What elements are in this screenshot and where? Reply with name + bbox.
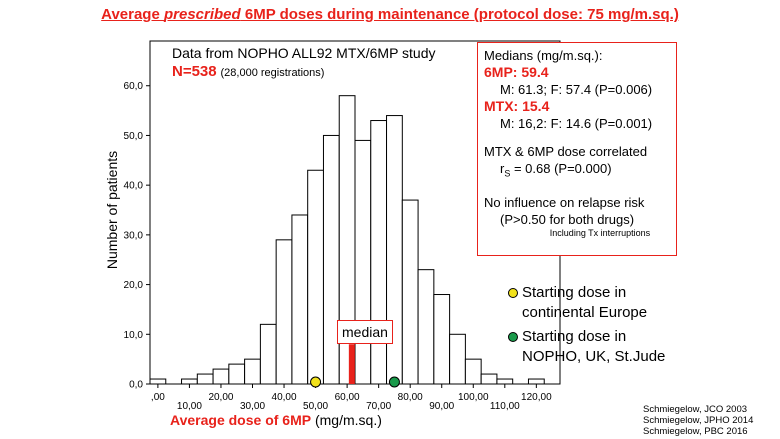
x-tick-label: 90,00 <box>429 401 454 412</box>
y-tick-label: 10,0 <box>124 330 144 341</box>
source-study: Data from NOPHO ALL92 MTX/6MP study <box>172 45 436 61</box>
mp-detail: M: 61.3; F: 57.4 (P=0.006) <box>500 82 653 97</box>
histogram-bar <box>244 358 261 385</box>
x-tick-label: 30,00 <box>240 401 265 412</box>
x-tick-label: 10,00 <box>177 401 202 412</box>
x-axis-label: Average dose of 6MP (mg/m.sq.) <box>170 412 382 428</box>
registrations-count: (28,000 registrations) <box>220 67 325 79</box>
sample-size: N=538 <box>172 63 217 80</box>
x-tick-label: 60,00 <box>335 392 360 403</box>
mtx-median: MTX: 15.4 <box>484 98 550 114</box>
histogram-bar <box>496 378 514 385</box>
histogram-bar <box>307 169 324 385</box>
x-tick-label: ,00 <box>151 392 165 403</box>
histogram-bar <box>259 323 277 385</box>
y-tick-label: 0,0 <box>129 380 143 391</box>
histogram-bar <box>181 378 198 385</box>
y-tick-label: 60,0 <box>124 81 144 92</box>
x-tick-label: 70,00 <box>366 401 391 412</box>
histogram-bar <box>401 199 419 385</box>
y-tick-label: 40,0 <box>124 181 144 192</box>
y-tick-label: 50,0 <box>124 131 144 142</box>
chart-title: Average prescribed 6MP doses during main… <box>101 6 679 23</box>
histogram-bar <box>291 214 309 385</box>
x-tick-label: 100,00 <box>458 392 489 403</box>
references: Schmiegelow, JCO 2003 Schmiegelow, JPHO … <box>643 404 753 437</box>
histogram-bar <box>149 378 167 385</box>
histogram-bar <box>322 134 340 385</box>
histogram-bar <box>354 139 372 385</box>
x-tick-label: 120,00 <box>521 392 552 403</box>
mp-median: 6MP: 59.4 <box>484 64 549 80</box>
source-note: Data from NOPHO ALL92 MTX/6MP study N=53… <box>172 44 436 82</box>
reference-1: Schmiegelow, JCO 2003 <box>643 404 748 415</box>
histogram-bar <box>480 373 498 385</box>
legend-item-europe: Starting dose in continental Europe <box>508 283 665 323</box>
medians-heading: Medians (mg/m.sq.): <box>484 48 603 63</box>
y-tick-label: 20,0 <box>124 280 144 291</box>
median-label: median <box>337 320 393 344</box>
interruptions-note: Including Tx interruptions <box>549 227 651 238</box>
histogram-bar <box>464 358 482 385</box>
x-tick-label: 110,00 <box>490 401 520 412</box>
reference-3: Schmiegelow, PBC 2016 <box>643 426 748 437</box>
histogram-bar <box>228 363 246 385</box>
histogram-bar <box>212 368 230 385</box>
relapse-detail: (P>0.50 for both drugs) <box>500 211 635 227</box>
x-tick-label: 50,00 <box>303 401 328 412</box>
start-dose-nopho-marker <box>388 376 400 388</box>
median-marker <box>348 344 355 384</box>
correlation-value: rS = 0.68 (P=0.000) <box>500 161 612 179</box>
yellow-dot-icon <box>508 288 518 298</box>
x-tick-label: 80,00 <box>398 392 423 403</box>
correlation-line: MTX & 6MP dose correlated <box>484 144 648 159</box>
histogram-bar <box>275 239 293 385</box>
legend-item-nopho: Starting dose in NOPHO, UK, St.Jude <box>508 327 665 367</box>
histogram-bar <box>433 294 451 385</box>
relapse-line: No influence on relapse risk <box>484 194 645 210</box>
mtx-detail: M: 16,2: F: 14.6 (P=0.001) <box>500 116 653 131</box>
start-dose-europe-marker <box>310 376 322 388</box>
legend: Starting dose in continental Europe Star… <box>508 283 665 367</box>
histogram-bar <box>527 378 545 385</box>
x-tick-label: 20,00 <box>208 392 233 403</box>
x-tick-label: 40,00 <box>272 392 297 403</box>
y-tick-label: 30,0 <box>124 230 144 241</box>
reference-2: Schmiegelow, JPHO 2014 <box>643 415 754 426</box>
histogram-bar <box>417 269 435 385</box>
medians-info-box: Medians (mg/m.sq.): 6MP: 59.4 M: 61.3; F… <box>477 42 677 256</box>
histogram-bar <box>370 120 388 385</box>
histogram-bar <box>449 333 466 385</box>
green-dot-icon <box>508 332 518 342</box>
histogram-bar <box>196 373 214 385</box>
